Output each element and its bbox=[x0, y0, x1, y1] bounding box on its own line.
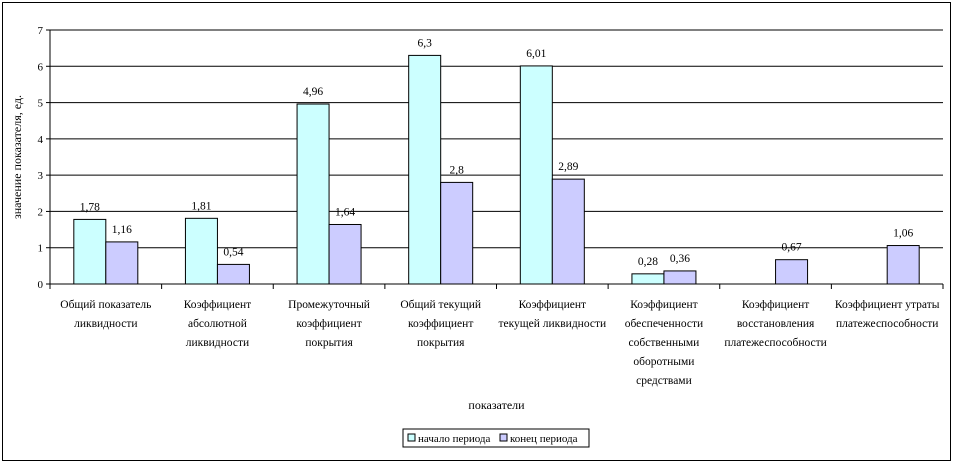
y-tick-label: 2 bbox=[38, 206, 44, 218]
data-label: 1,78 bbox=[80, 201, 100, 213]
y-axis-ticks: 0 1 2 3 4 5 6 7 bbox=[38, 25, 50, 291]
x-category-line: Коэффициент bbox=[630, 299, 697, 311]
chart-frame: 0 1 2 3 4 5 6 7 1,78 1,16 1,81 0,54 4,96 1,64 6,3 2,8 6… bbox=[2, 2, 951, 461]
bar-end bbox=[105, 241, 139, 285]
x-category-line: Промежуточный bbox=[288, 299, 370, 311]
bar-start bbox=[519, 65, 553, 285]
x-category-line: Коэффициент bbox=[184, 299, 251, 311]
x-category-line: Коэффициент утраты bbox=[835, 299, 940, 311]
legend-box bbox=[402, 428, 590, 448]
x-category-line: восстановления bbox=[737, 318, 815, 330]
x-category-line: покрытия bbox=[305, 337, 353, 349]
data-label: 1,81 bbox=[191, 200, 211, 212]
bar-end bbox=[440, 181, 474, 285]
data-label: 2,8 bbox=[450, 164, 465, 176]
bar-start bbox=[296, 103, 330, 285]
x-category-label: Коэффициент абсолютной ликвидности bbox=[184, 299, 251, 349]
data-label: 6,01 bbox=[526, 48, 546, 60]
x-category-label: Коэффициент обеспеченности собственными обо… bbox=[625, 299, 703, 387]
x-category-line: собственными bbox=[629, 337, 700, 349]
data-label: 0,67 bbox=[782, 242, 802, 254]
y-tick-label: 7 bbox=[38, 25, 44, 37]
x-category-line: абсолютной bbox=[188, 318, 247, 330]
data-labels: 1,78 1,16 1,81 0,54 4,96 1,64 6,3 2,8 6,01 2,89 0,… bbox=[80, 37, 914, 267]
x-category-line: платежеспособности bbox=[836, 318, 939, 330]
bar-end bbox=[886, 245, 920, 285]
y-tick-label: 4 bbox=[38, 134, 44, 146]
x-category-line: коэффициент bbox=[408, 318, 473, 330]
data-label: 0,36 bbox=[670, 253, 690, 265]
y-tick-label: 1 bbox=[38, 243, 44, 255]
legend-label: начало периода bbox=[418, 433, 491, 445]
x-category-line: покрытия bbox=[417, 337, 465, 349]
x-category-line: Общий текущий bbox=[400, 299, 481, 311]
legend: начало периода конец периода bbox=[402, 428, 590, 448]
legend-swatch bbox=[499, 433, 508, 442]
bar-end bbox=[328, 223, 362, 285]
data-label: 1,16 bbox=[112, 224, 132, 236]
x-category-line: Коэффициент bbox=[742, 299, 809, 311]
legend-label: конец периода bbox=[510, 433, 578, 445]
bar-start bbox=[184, 217, 218, 285]
y-axis-title: значение показателя, ед. bbox=[10, 95, 24, 219]
x-category-line: Общий показатель bbox=[60, 299, 151, 311]
bar-end bbox=[775, 259, 809, 285]
x-category-line: средствами bbox=[636, 375, 692, 387]
data-label: 0,28 bbox=[638, 256, 658, 268]
x-category-line: коэффициент bbox=[296, 318, 361, 330]
data-label: 6,3 bbox=[418, 37, 433, 49]
bars bbox=[73, 54, 920, 285]
x-category-line: ликвидности bbox=[186, 337, 249, 349]
x-category-label: Коэффициент текущей ликвидности bbox=[498, 299, 606, 330]
x-axis-categories: Общий показатель ликвидности Коэффициент аб… bbox=[49, 284, 944, 387]
data-label: 0,54 bbox=[223, 246, 243, 258]
x-axis-title: показатели bbox=[468, 398, 525, 412]
gridlines bbox=[50, 29, 943, 249]
x-category-line: текущей ликвидности bbox=[498, 318, 606, 330]
data-label: 1,64 bbox=[335, 206, 355, 218]
y-tick-label: 5 bbox=[38, 98, 44, 110]
x-category-line: обеспеченности bbox=[625, 318, 703, 330]
bar-end bbox=[663, 270, 697, 285]
x-category-line: платежеспособности bbox=[724, 337, 827, 349]
data-label: 2,89 bbox=[558, 161, 578, 173]
legend-swatch bbox=[407, 433, 416, 442]
data-label: 1,06 bbox=[893, 228, 913, 240]
x-category-line: Коэффициент bbox=[519, 299, 586, 311]
bar-chart: 0 1 2 3 4 5 6 7 1,78 1,16 1,81 0,54 4,96 1,64 6,3 2,8 6… bbox=[10, 25, 944, 448]
x-category-label: Коэффициент восстановления платежеспособно… bbox=[724, 299, 827, 349]
x-category-line: ликвидности bbox=[74, 318, 137, 330]
bar-end bbox=[551, 178, 585, 285]
bar-start bbox=[408, 54, 442, 285]
x-category-label: Промежуточный коэффициент покрытия bbox=[288, 299, 370, 349]
bar-start bbox=[631, 273, 665, 285]
x-category-label: Общий текущий коэффициент покрытия bbox=[400, 299, 481, 349]
y-tick-label: 6 bbox=[38, 61, 44, 73]
x-category-line: оборотными bbox=[633, 356, 694, 368]
x-category-label: Общий показатель ликвидности bbox=[60, 299, 151, 330]
y-tick-label: 0 bbox=[38, 279, 44, 291]
bar-start bbox=[73, 218, 107, 285]
x-category-label: Коэффициент утраты платежеспособности bbox=[835, 299, 940, 330]
data-label: 4,96 bbox=[303, 86, 323, 98]
bar-end bbox=[216, 263, 250, 285]
y-tick-label: 3 bbox=[38, 170, 44, 182]
